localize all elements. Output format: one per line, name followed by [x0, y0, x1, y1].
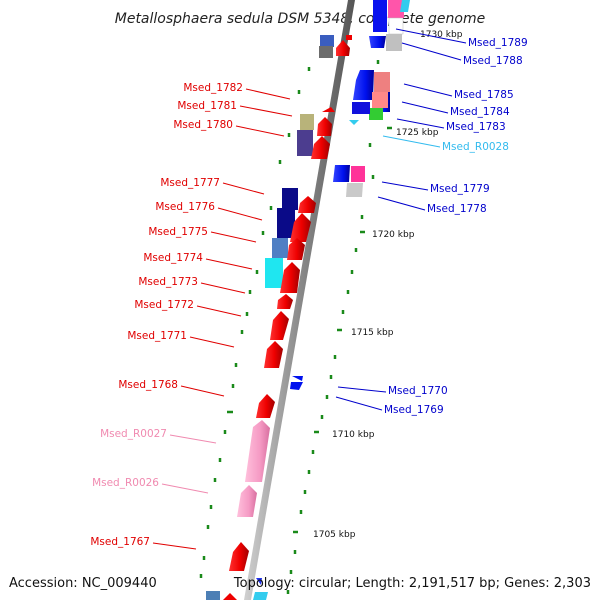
tick-label: 1715 kbp — [351, 328, 394, 338]
gene-label-1769[interactable]: Msed_1769 — [384, 404, 444, 416]
gene-arrow-1779 — [333, 165, 350, 182]
gene-arrow-1775 — [287, 238, 305, 260]
rna-arrow-bottom — [253, 592, 268, 600]
gene-block-1784 — [372, 92, 388, 108]
minus-strand-features — [206, 35, 352, 600]
rna-arrow-R0026 — [237, 485, 257, 517]
gene-block-1784b — [352, 102, 370, 114]
rna-arrow-R0028 — [349, 120, 359, 125]
gene-arrow-1769 — [290, 382, 303, 390]
gene-block-1789b — [388, 17, 404, 35]
tick-label: 1730 kbp — [420, 30, 463, 40]
tick-label: 1705 kbp — [313, 530, 356, 540]
rna-label-R0026[interactable]: Msed_R0026 — [92, 477, 159, 489]
gene-arrow-1781 — [317, 117, 332, 136]
map-title: Metallosphaera sedula DSM 5348, complete… — [115, 11, 485, 27]
gene-label-1789[interactable]: Msed_1789 — [468, 37, 528, 49]
rna-label-R0027[interactable]: Msed_R0027 — [100, 428, 167, 440]
gene-block-1787a — [320, 35, 334, 47]
gene-label-1774[interactable]: Msed_1774 — [143, 252, 203, 264]
leader-lines-left — [152, 88, 293, 550]
gene-label-1772[interactable]: Msed_1772 — [134, 299, 194, 311]
gene-block-1776 — [277, 208, 295, 238]
gene-arrow-1787 — [336, 40, 350, 56]
tick-label: 1725 kbp — [396, 128, 439, 138]
gene-label-1775[interactable]: Msed_1775 — [148, 226, 208, 238]
gene-labels-left: Msed_1782 Msed_1781 Msed_1780 Msed_1777 … — [90, 82, 243, 548]
gene-block-1774 — [265, 258, 283, 288]
gene-arrow-1777 — [298, 196, 316, 213]
gene-block-1780 — [297, 130, 313, 156]
gene-block-bottom-1 — [206, 591, 220, 600]
topology-text: Topology: circular; Length: 2,191,517 bp… — [233, 576, 591, 591]
rna-label-R0028[interactable]: Msed_R0028 — [442, 141, 509, 153]
gene-label-1781[interactable]: Msed_1781 — [177, 100, 237, 112]
gene-label-1770[interactable]: Msed_1770 — [388, 385, 448, 397]
gene-arrow-1773 — [277, 294, 293, 309]
gene-block-1777 — [282, 188, 298, 210]
gene-label-1777[interactable]: Msed_1777 — [160, 177, 220, 189]
gene-label-1784[interactable]: Msed_1784 — [450, 106, 510, 118]
gene-label-1783[interactable]: Msed_1783 — [446, 121, 506, 133]
tick-label: 1720 kbp — [372, 230, 415, 240]
gene-label-1767[interactable]: Msed_1767 — [90, 536, 150, 548]
scale-ticks: 1730 kbp 1725 kbp 1720 kbp 1715 kbp 1710… — [313, 30, 463, 540]
gene-arrow-1790 — [369, 36, 386, 48]
gene-arrow-bottom — [256, 578, 262, 585]
gene-arrow-1776 — [290, 213, 311, 242]
gene-arrow-1786 — [353, 70, 374, 100]
ring-guides — [199, 10, 392, 594]
gene-arrow-1770 — [292, 376, 303, 381]
accession-text: Accession: NC_009440 — [9, 576, 157, 591]
gene-label-1788[interactable]: Msed_1788 — [463, 55, 523, 67]
gene-arrow-1772 — [270, 311, 289, 340]
gene-block-1788 — [386, 34, 402, 51]
gene-label-1782[interactable]: Msed_1782 — [183, 82, 243, 94]
gene-block-1787b — [319, 46, 333, 58]
gene-block-cyan-top — [400, 0, 410, 12]
rna-arrow-R0027 — [245, 420, 270, 482]
gene-labels-right: Msed_1789 Msed_1788 Msed_1785 Msed_1784 … — [384, 37, 528, 416]
gene-label-1785[interactable]: Msed_1785 — [454, 89, 514, 101]
gene-arrow-1782 — [322, 107, 335, 112]
gene-block-1775 — [272, 238, 288, 258]
gene-block-1783 — [369, 108, 383, 120]
gene-arrow-1767 — [229, 542, 249, 571]
gene-label-1768[interactable]: Msed_1768 — [118, 379, 178, 391]
gene-arrow-1774 — [280, 262, 300, 293]
gene-arrow-bottom-2 — [223, 593, 237, 600]
gene-arrow-1780 — [311, 136, 330, 159]
gene-block-1778 — [346, 183, 363, 197]
leader-lines-right — [335, 28, 467, 411]
gene-block-1789a — [388, 0, 404, 18]
gene-label-1776[interactable]: Msed_1776 — [155, 201, 215, 213]
tick-label: 1710 kbp — [332, 430, 375, 440]
gene-label-1771[interactable]: Msed_1771 — [127, 330, 187, 342]
gene-arrow-1768 — [256, 394, 275, 418]
gene-label-1778[interactable]: Msed_1778 — [427, 203, 487, 215]
gene-label-1780[interactable]: Msed_1780 — [173, 119, 233, 131]
gene-block-1790 — [373, 0, 387, 32]
plus-strand-features — [253, 0, 410, 600]
gene-arrow-1771 — [264, 341, 283, 368]
gene-block-1779 — [351, 166, 365, 182]
gene-block-red-top — [346, 35, 352, 40]
gene-label-1773[interactable]: Msed_1773 — [138, 276, 198, 288]
gene-block-1781 — [300, 114, 314, 130]
gene-label-1779[interactable]: Msed_1779 — [430, 183, 490, 195]
gene-block-1785 — [374, 72, 390, 92]
